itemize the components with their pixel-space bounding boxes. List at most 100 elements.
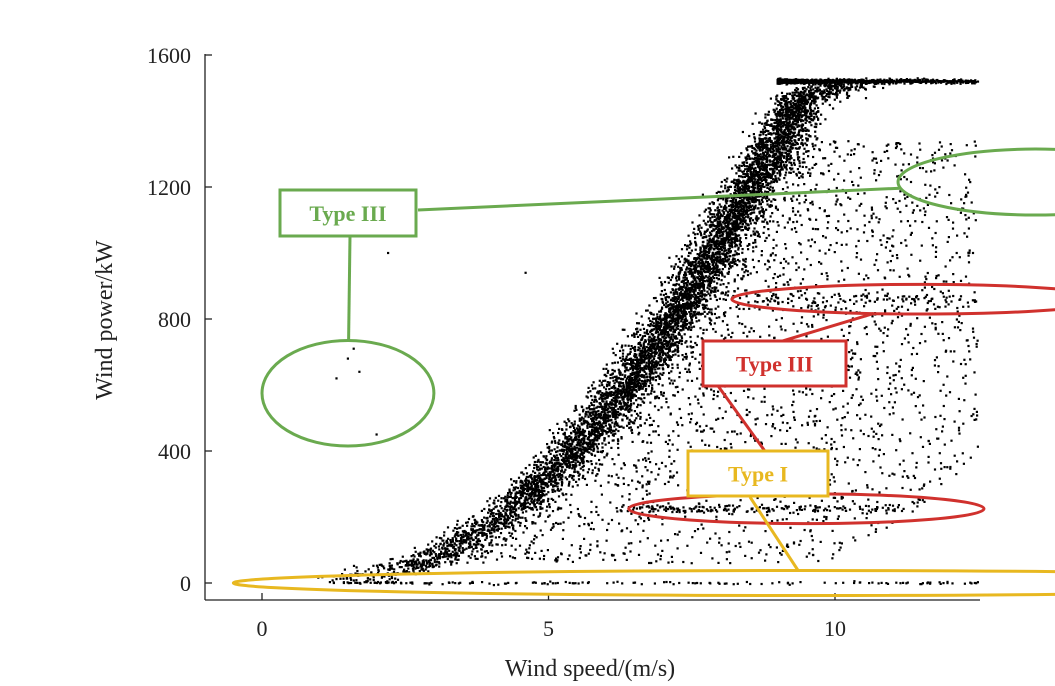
data-point — [599, 412, 602, 415]
data-point — [614, 396, 617, 399]
data-point — [702, 288, 705, 291]
data-point — [696, 335, 699, 338]
data-point — [563, 420, 566, 423]
data-point — [835, 94, 838, 98]
data-point — [806, 99, 809, 102]
data-point — [639, 397, 642, 400]
data-point — [596, 436, 599, 439]
data-point — [800, 120, 803, 123]
data-point — [570, 436, 573, 439]
data-point — [521, 471, 524, 474]
data-point — [339, 577, 342, 580]
data-point — [744, 183, 747, 186]
data-point — [457, 546, 460, 549]
data-point — [576, 438, 579, 441]
data-point — [626, 335, 629, 338]
data-point — [791, 91, 794, 94]
data-point — [741, 188, 744, 192]
data-point — [589, 390, 592, 393]
data-point — [815, 115, 818, 118]
data-point — [652, 358, 655, 361]
data-point — [748, 185, 751, 188]
data-point — [567, 440, 570, 443]
data-point — [514, 492, 517, 495]
data-point — [770, 146, 773, 149]
data-point — [821, 95, 824, 98]
data-point — [819, 84, 822, 87]
data-point — [673, 265, 676, 268]
data-point — [705, 260, 708, 263]
data-point — [654, 371, 657, 374]
data-point — [419, 551, 422, 554]
data-point — [784, 161, 788, 164]
data-point — [650, 389, 653, 393]
data-point — [828, 84, 831, 87]
data-point — [581, 428, 584, 431]
data-point — [681, 354, 684, 357]
data-point — [590, 408, 594, 411]
data-point — [550, 449, 553, 452]
data-point — [685, 355, 688, 358]
data-point — [825, 94, 828, 97]
data-point — [645, 372, 648, 375]
data-point — [405, 559, 408, 562]
data-point — [661, 341, 664, 344]
data-point — [720, 180, 723, 184]
data-point — [701, 303, 704, 306]
data-point — [758, 167, 762, 170]
data-point — [803, 89, 806, 92]
data-point — [609, 394, 613, 397]
data-point — [692, 346, 695, 349]
data-point — [616, 342, 619, 345]
data-point — [810, 115, 813, 118]
data-point — [562, 450, 565, 453]
data-point — [730, 242, 733, 246]
data-point — [688, 272, 691, 275]
data-point — [699, 252, 702, 255]
data-point — [661, 336, 664, 339]
data-point — [721, 274, 724, 277]
data-point — [643, 341, 646, 344]
data-point — [591, 420, 594, 423]
data-point — [588, 434, 591, 437]
data-point — [610, 431, 613, 434]
data-point — [743, 209, 746, 212]
data-point — [590, 453, 594, 456]
data-point — [674, 353, 677, 356]
data-point — [748, 180, 752, 183]
data-point — [522, 486, 525, 489]
data-point — [804, 94, 807, 97]
data-point — [446, 557, 449, 561]
data-point — [708, 288, 711, 291]
data-point — [407, 563, 410, 566]
data-point — [618, 392, 621, 395]
data-point — [586, 426, 589, 429]
data-point — [498, 527, 501, 530]
data-point — [611, 421, 614, 424]
data-point — [623, 364, 626, 367]
scatter-points — [317, 77, 980, 587]
data-point — [769, 205, 772, 208]
data-point — [606, 420, 610, 423]
data-point — [584, 415, 587, 418]
data-point — [810, 124, 813, 127]
data-point — [548, 461, 551, 465]
data-point — [456, 519, 459, 522]
data-point — [743, 189, 746, 192]
data-point — [464, 539, 467, 543]
data-point — [787, 110, 790, 113]
data-point — [712, 290, 715, 293]
data-point — [641, 323, 644, 326]
data-point — [589, 413, 592, 416]
data-point — [888, 83, 891, 86]
data-point — [695, 316, 698, 319]
data-point — [601, 392, 604, 395]
data-point — [626, 384, 629, 387]
data-point — [598, 397, 601, 400]
data-point — [576, 484, 579, 487]
data-point — [773, 137, 776, 140]
data-point — [433, 560, 436, 564]
data-point — [741, 213, 744, 216]
data-point — [728, 204, 731, 208]
data-point — [737, 216, 740, 219]
